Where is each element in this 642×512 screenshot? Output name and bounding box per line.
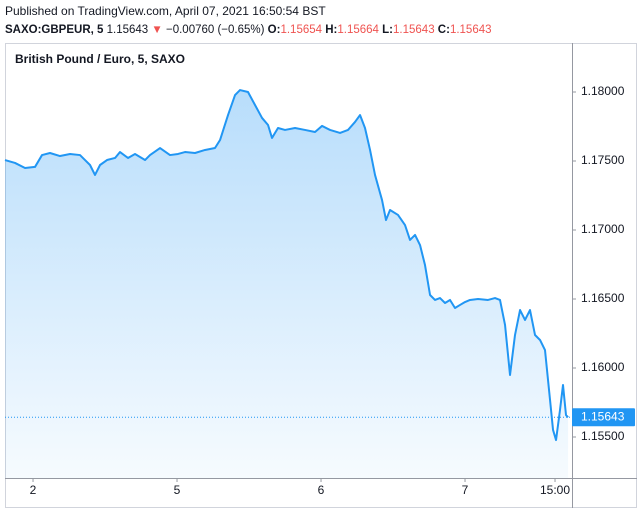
price-line	[4, 89, 569, 442]
y-tick-label: 1.15500	[581, 429, 625, 443]
ohlc-value: 1.15643	[393, 24, 435, 36]
symbol: SAXO:GBPEUR, 5	[5, 24, 104, 36]
y-tick-label: 1.16000	[581, 360, 625, 374]
y-tick-label: 1.17500	[581, 153, 625, 167]
y-tick-label: 1.16500	[581, 291, 625, 305]
series-legend: British Pound / Euro, 5, SAXO	[15, 52, 185, 66]
area-fill	[5, 90, 569, 478]
quote-line: SAXO:GBPEUR, 5 1.15643 ▼ −0.00760 (−0.65…	[5, 24, 492, 36]
ohlc-value: 1.15664	[337, 24, 379, 36]
x-tick-label: 15:00	[540, 483, 570, 497]
ohlc-label: O:	[268, 24, 281, 36]
published-line: Published on TradingView.com, April 07, …	[5, 4, 326, 18]
x-tick-label: 5	[174, 483, 181, 497]
ohlc-label: H:	[325, 24, 337, 36]
ohlc-label: L:	[382, 24, 393, 36]
x-tick-label: 7	[462, 483, 469, 497]
y-tick-label: 1.17000	[581, 222, 625, 236]
plot-area	[4, 89, 572, 478]
x-tick-label: 6	[318, 483, 325, 497]
ohlc-value: 1.15643	[450, 24, 492, 36]
direction-arrow: ▼	[151, 24, 162, 36]
x-tick-label: 2	[30, 483, 37, 497]
ohlc-value: 1.15654	[280, 24, 322, 36]
last-price-label: 1.15643	[581, 409, 625, 423]
y-tick-label: 1.18000	[581, 84, 625, 98]
ohlc-label: C:	[438, 24, 450, 36]
last-price-tag	[572, 408, 635, 427]
last-price: 1.15643	[107, 24, 149, 36]
change: −0.00760 (−0.65%)	[166, 24, 265, 36]
